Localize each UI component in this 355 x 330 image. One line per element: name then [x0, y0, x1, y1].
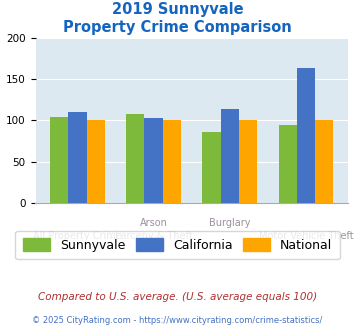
Text: Larceny & Theft: Larceny & Theft	[115, 231, 192, 241]
Bar	[297, 68, 315, 203]
Bar	[202, 132, 221, 203]
Bar	[144, 118, 163, 203]
Text: All Property Crime: All Property Crime	[33, 231, 122, 241]
Bar	[68, 112, 87, 203]
Text: Motor Vehicle Theft: Motor Vehicle Theft	[259, 231, 353, 241]
Text: 2019 Sunnyvale: 2019 Sunnyvale	[112, 2, 243, 16]
Text: © 2025 CityRating.com - https://www.cityrating.com/crime-statistics/: © 2025 CityRating.com - https://www.city…	[32, 316, 323, 325]
Legend: Sunnyvale, California, National: Sunnyvale, California, National	[15, 231, 340, 259]
Text: Compared to U.S. average. (U.S. average equals 100): Compared to U.S. average. (U.S. average …	[38, 292, 317, 302]
Bar	[50, 117, 68, 203]
Text: Arson: Arson	[140, 218, 168, 228]
Bar	[126, 114, 144, 203]
Bar	[239, 120, 257, 203]
Bar	[221, 109, 239, 203]
Bar	[279, 124, 297, 203]
Text: Burglary: Burglary	[209, 218, 251, 228]
Text: Property Crime Comparison: Property Crime Comparison	[63, 20, 292, 35]
Bar	[87, 120, 105, 203]
Bar	[315, 120, 333, 203]
Bar	[163, 120, 181, 203]
